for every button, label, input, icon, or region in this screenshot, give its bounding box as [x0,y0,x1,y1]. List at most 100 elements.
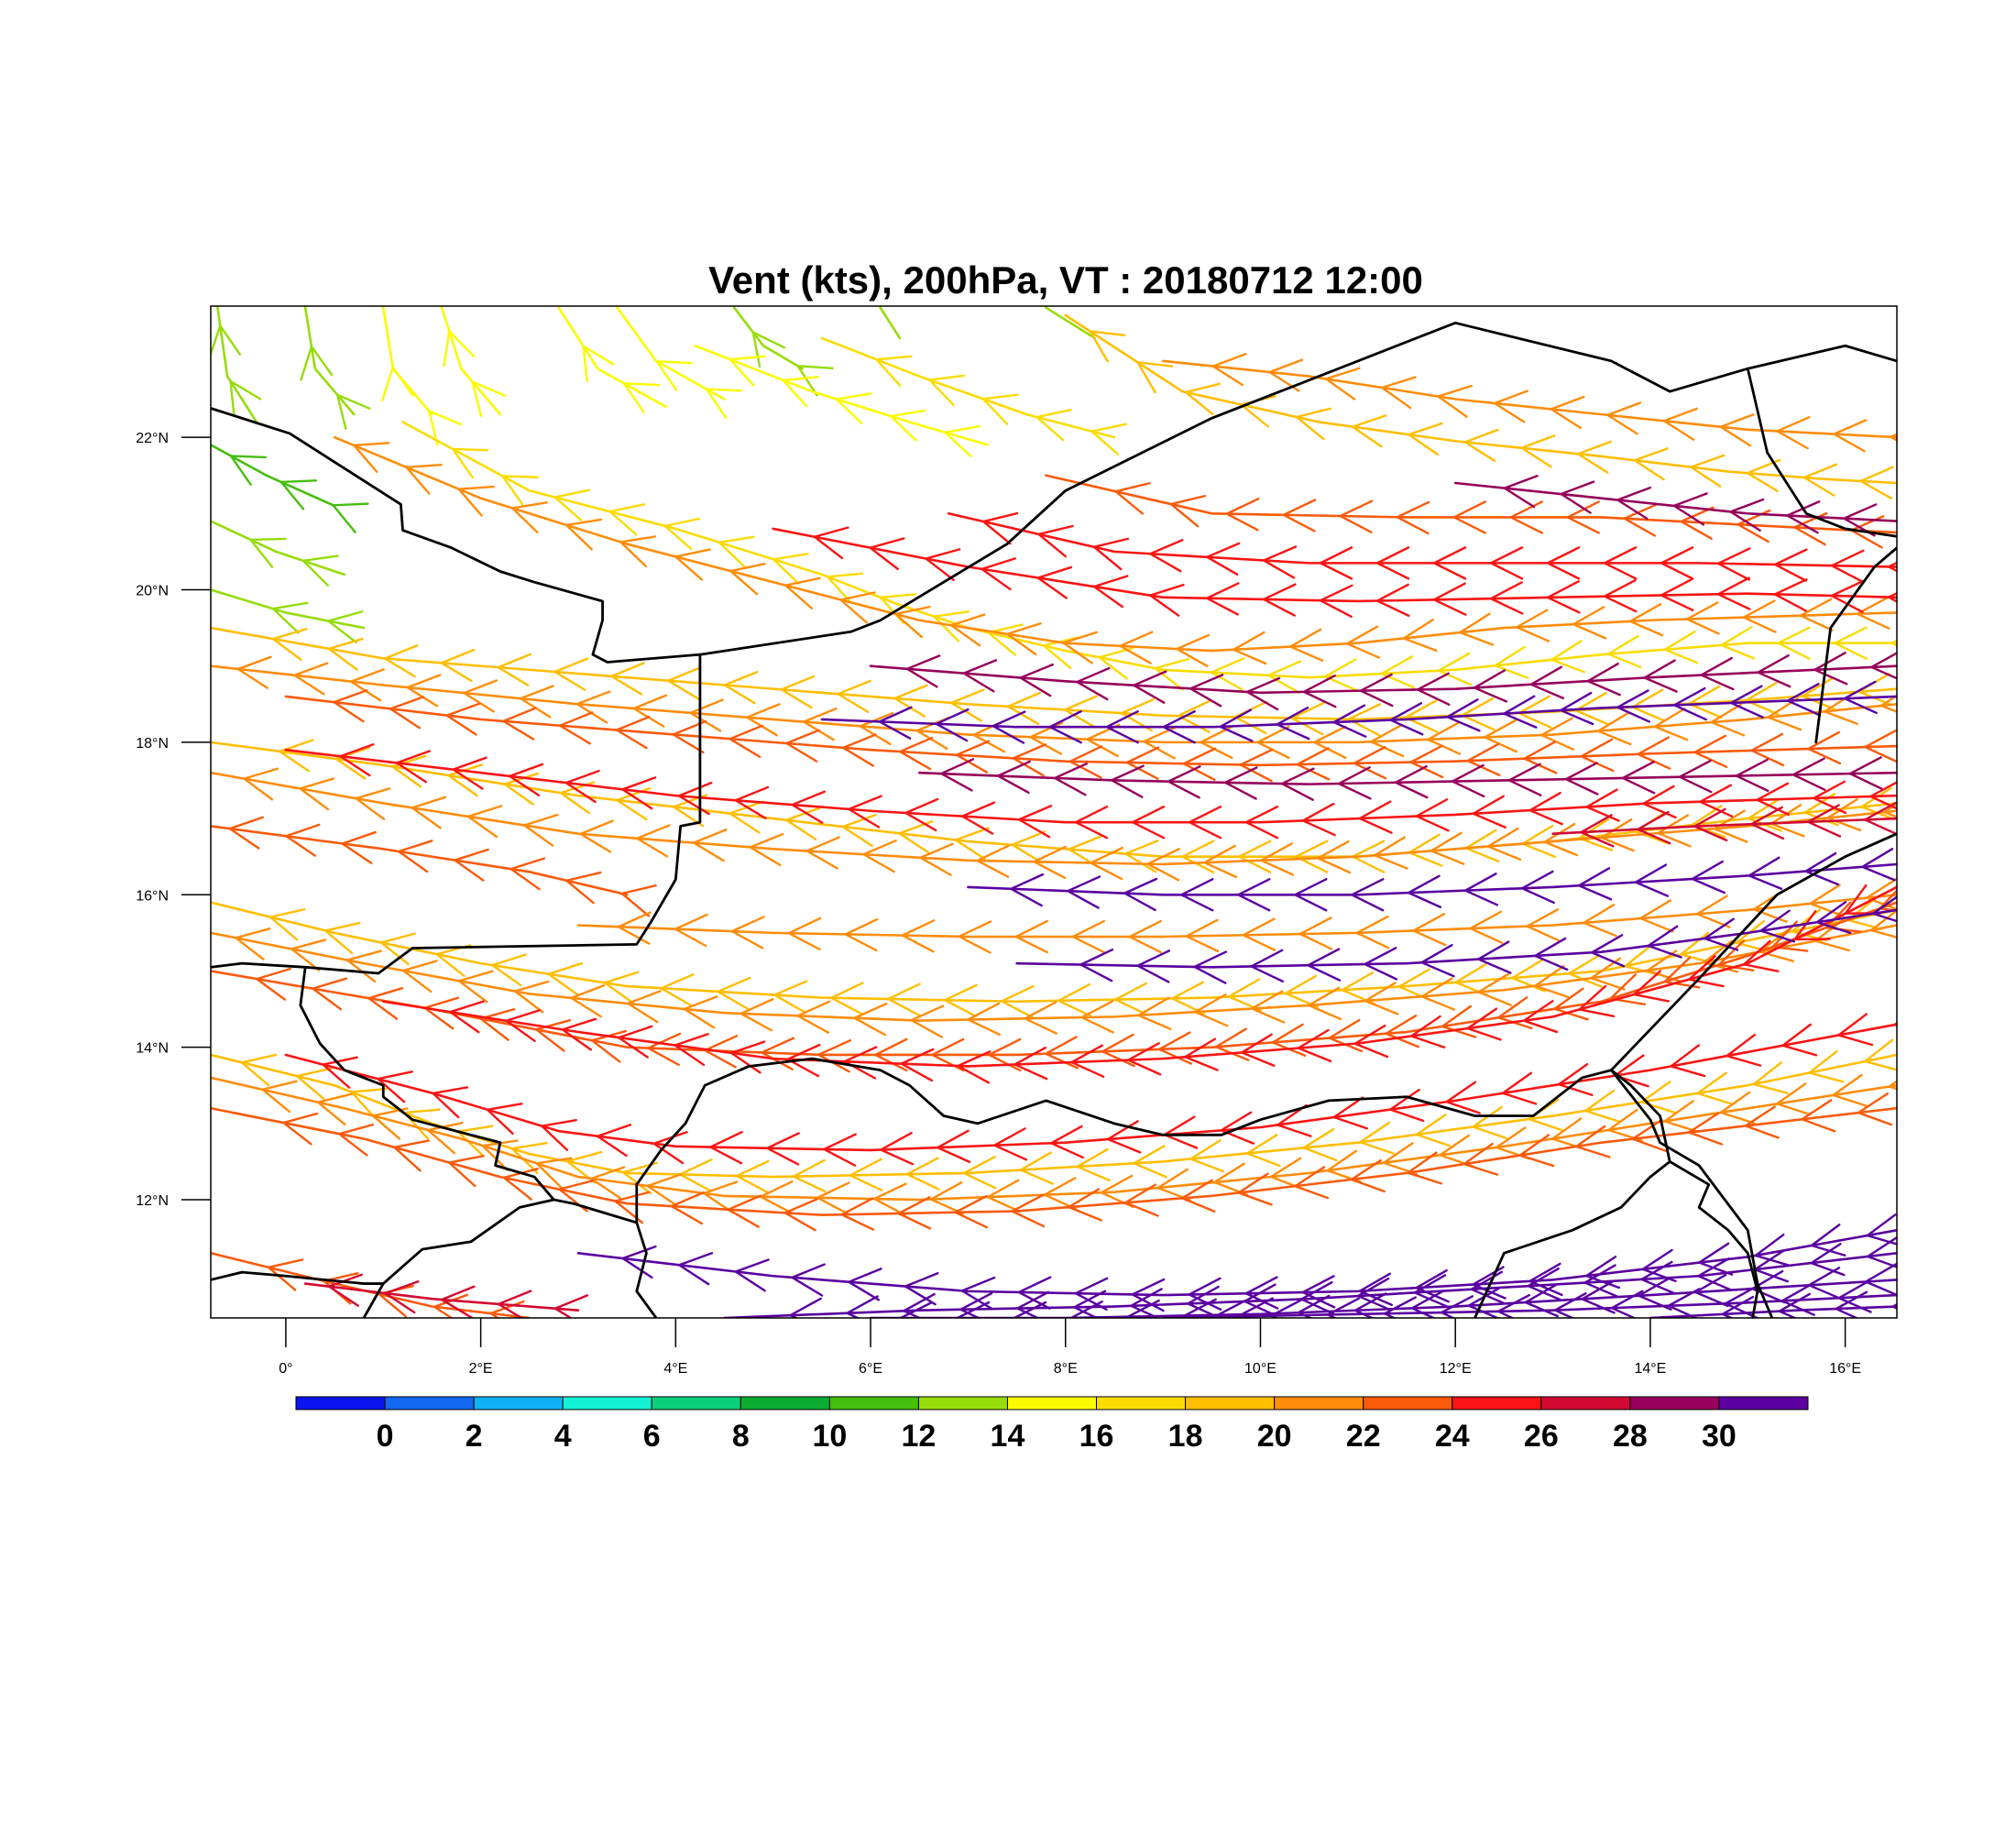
wind-arrow-icon [1553,987,1589,1021]
streamline-path [440,306,502,416]
streamline [211,897,1897,1019]
wind-arrow-icon [1262,583,1297,617]
colorbar-swatch [1274,1396,1364,1410]
wind-arrow-icon [839,591,876,624]
country-border [1474,1160,1671,1318]
streamline [211,626,1897,737]
wind-arrow-icon [1893,1021,1897,1027]
wind-arrow-icon [1181,840,1215,873]
streamline [1045,306,1096,340]
lon-tick-label: 8°E [1054,1361,1078,1377]
colorbar-swatch [1718,1396,1809,1410]
wind-arrow-icon [646,1173,682,1207]
wind-arrow-icon [1062,631,1098,664]
wind-arrow-icon [621,776,657,810]
wind-arrow-icon [610,662,645,696]
wind-arrow-icon [848,795,882,829]
streamline-path [216,306,258,423]
wind-arrow-icon [327,637,364,671]
wind-arrow-icon [1887,591,1897,603]
wind-arrow-icon [683,995,718,1029]
wind-arrow-icon [1843,503,1878,537]
wind-arrow-icon [1534,937,1569,971]
wind-arrow-icon [256,967,291,1001]
wind-arrow-icon [1037,524,1074,558]
wind-arrow-icon [497,653,532,686]
wind-arrow-icon [1269,1157,1305,1191]
wind-arrow-icon [229,455,268,486]
wind-arrow-icon [391,754,427,788]
wind-arrow-icon [570,984,606,1018]
wind-arrow-icon [940,758,975,792]
wind-arrow-icon [1590,934,1626,968]
country-border [211,1270,385,1285]
wind-arrow-icon [564,769,600,804]
wind-arrow-icon [1184,1037,1219,1071]
wind-arrow-icon [1000,984,1035,1019]
wind-arrow-icon [603,971,640,1004]
wind-arrow-icon [937,1129,971,1163]
wind-arrow-icon [299,777,335,811]
wind-arrow-icon [1564,762,1599,796]
wind-arrow-icon [1637,810,1671,845]
streamline [440,306,506,417]
streamline-path [869,664,1897,695]
wind-arrow-icon [327,610,364,643]
wind-arrow-icon [1385,1014,1419,1048]
wind-arrow-icon [1575,1125,1611,1158]
wind-arrow-icon [1586,662,1621,697]
wind-arrow-icon [729,563,766,596]
wind-arrow-icon [1484,719,1518,753]
wind-arrow-icon [1409,744,1444,779]
wind-arrow-icon [1033,845,1067,880]
wind-arrow-icon [1688,1112,1724,1146]
wind-arrow-icon [1326,1297,1360,1318]
wind-arrow-icon [1639,899,1674,933]
wind-arrow-icon [582,345,615,382]
wind-arrow-icon [1663,1100,1700,1134]
wind-arrow-icon [1533,964,1570,999]
wind-arrow-icon [1402,618,1438,653]
wind-arrow-icon [727,1194,761,1228]
wind-arrow-icon [1076,1147,1111,1182]
wind-arrow-icon [1416,672,1451,706]
wind-arrow-icon [553,1294,589,1318]
map-panel [210,305,1898,1319]
wind-arrow-icon [1577,867,1613,901]
wind-arrow-icon [1472,1105,1507,1139]
wind-arrow-icon [1890,433,1897,442]
wind-arrow-icon [279,479,318,510]
wind-arrow-icon [837,679,871,713]
wind-arrow-icon [1810,1224,1846,1257]
country-border [299,965,555,1202]
wind-arrow-icon [1527,1268,1561,1301]
wind-arrow-icon [869,537,905,571]
wind-arrow-icon [1696,1071,1733,1105]
wind-arrow-icon [1280,767,1315,801]
streamline [284,1013,1897,1167]
wind-arrow-icon [823,1133,857,1167]
wind-arrow-icon [636,824,671,858]
wind-arrow-icon [958,920,992,954]
wind-arrow-icon [1213,1162,1248,1196]
streamline [211,816,657,917]
wind-arrow-icon [1833,419,1868,453]
country-border [1746,367,1897,538]
wind-arrow-icon [1580,814,1615,848]
wind-arrow-icon [632,694,668,728]
wind-arrow-icon [1553,1292,1587,1318]
wind-arrow-icon [1791,757,1826,791]
streamline [300,306,371,430]
wind-arrow-icon [449,1000,485,1034]
wind-arrow-icon [345,949,382,983]
wind-arrow-icon [1566,500,1600,534]
wind-arrow-icon [1720,626,1756,660]
wind-arrow-icon [1520,870,1555,905]
wind-arrow-icon [933,610,970,642]
wind-arrow-icon [660,973,695,1007]
colorbar-label: 16 [1079,1419,1114,1454]
wind-arrow-icon [1119,631,1154,664]
lon-tick-label: 2°E [469,1361,493,1377]
wind-arrow-icon [1358,800,1393,834]
wind-arrow-icon [672,794,708,828]
